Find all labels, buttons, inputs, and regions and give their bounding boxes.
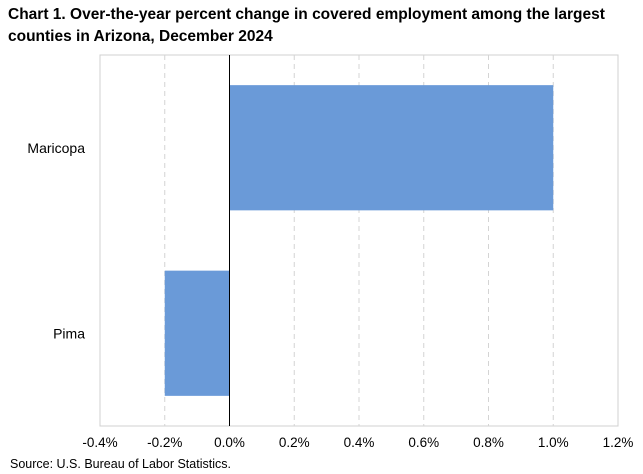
x-tick-label: 0.4% <box>344 435 375 450</box>
x-tick-label: 1.2% <box>603 435 634 450</box>
x-tick-label: 0.0% <box>214 435 245 450</box>
bar-pima <box>164 270 230 396</box>
x-tick-label: -0.4% <box>82 435 117 450</box>
x-tick-label: 0.2% <box>279 435 310 450</box>
source-note: Source: U.S. Bureau of Labor Statistics. <box>10 457 231 471</box>
category-label: Pima <box>53 325 85 341</box>
x-tick-label: 0.6% <box>408 435 439 450</box>
x-tick-label: -0.2% <box>147 435 182 450</box>
x-tick-label: 0.8% <box>473 435 504 450</box>
chart-title: Chart 1. Over-the-year percent change in… <box>8 6 605 45</box>
category-label: Maricopa <box>27 140 85 156</box>
bar-maricopa <box>229 85 554 211</box>
x-tick-label: 1.0% <box>538 435 569 450</box>
